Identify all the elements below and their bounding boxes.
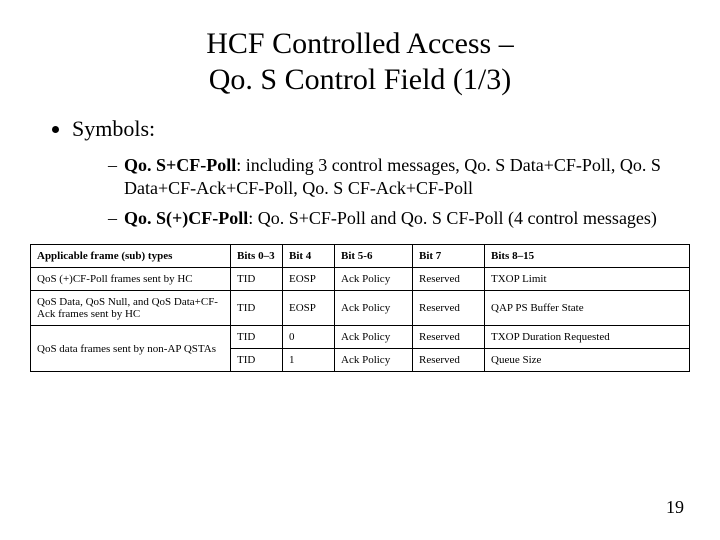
top-list: Symbols: Qo. S+CF-Poll: including 3 cont… bbox=[48, 116, 672, 230]
symbols-sublist: Qo. S+CF-Poll: including 3 control messa… bbox=[72, 154, 672, 230]
th-1: Bits 0–3 bbox=[231, 245, 283, 268]
cell: TID bbox=[231, 291, 283, 326]
cell: QoS data frames sent by non-AP QSTAs bbox=[31, 326, 231, 372]
cell: Reserved bbox=[413, 291, 485, 326]
symbols-label: Symbols: bbox=[72, 116, 155, 141]
slide-title: HCF Controlled Access – Qo. S Control Fi… bbox=[0, 0, 720, 98]
slide: HCF Controlled Access – Qo. S Control Fi… bbox=[0, 0, 720, 540]
cell: 0 bbox=[283, 326, 335, 349]
cell: Ack Policy bbox=[335, 291, 413, 326]
cell: EOSP bbox=[283, 268, 335, 291]
th-0: Applicable frame (sub) types bbox=[31, 245, 231, 268]
symbol-rest-2: : Qo. S+CF-Poll and Qo. S CF-Poll (4 con… bbox=[248, 208, 657, 228]
cell: Reserved bbox=[413, 326, 485, 349]
cell: Ack Policy bbox=[335, 326, 413, 349]
table-header-row: Applicable frame (sub) types Bits 0–3 Bi… bbox=[31, 245, 690, 268]
table-container: Applicable frame (sub) types Bits 0–3 Bi… bbox=[30, 244, 690, 372]
symbol-term-1: Qo. S+CF-Poll bbox=[124, 155, 236, 175]
table-row: QoS data frames sent by non-AP QSTAs TID… bbox=[31, 326, 690, 349]
th-2: Bit 4 bbox=[283, 245, 335, 268]
cell: QAP PS Buffer State bbox=[485, 291, 690, 326]
cell: TID bbox=[231, 349, 283, 372]
th-3: Bit 5-6 bbox=[335, 245, 413, 268]
table-row: QoS Data, QoS Null, and QoS Data+CF-Ack … bbox=[31, 291, 690, 326]
cell: TID bbox=[231, 326, 283, 349]
table-body: QoS (+)CF-Poll frames sent by HC TID EOS… bbox=[31, 268, 690, 372]
symbol-def-2: Qo. S(+)CF-Poll: Qo. S+CF-Poll and Qo. S… bbox=[108, 207, 672, 230]
cell: TID bbox=[231, 268, 283, 291]
th-5: Bits 8–15 bbox=[485, 245, 690, 268]
cell: Reserved bbox=[413, 349, 485, 372]
title-line-2: Qo. S Control Field (1/3) bbox=[209, 63, 512, 96]
cell: Queue Size bbox=[485, 349, 690, 372]
th-4: Bit 7 bbox=[413, 245, 485, 268]
cell: Ack Policy bbox=[335, 268, 413, 291]
cell: Reserved bbox=[413, 268, 485, 291]
cell: Ack Policy bbox=[335, 349, 413, 372]
table-head: Applicable frame (sub) types Bits 0–3 Bi… bbox=[31, 245, 690, 268]
page-number: 19 bbox=[666, 497, 684, 518]
table-row: QoS (+)CF-Poll frames sent by HC TID EOS… bbox=[31, 268, 690, 291]
title-line-1: HCF Controlled Access – bbox=[206, 27, 514, 60]
cell: TXOP Limit bbox=[485, 268, 690, 291]
symbol-def-1: Qo. S+CF-Poll: including 3 control messa… bbox=[108, 154, 672, 201]
symbol-term-2: Qo. S(+)CF-Poll bbox=[124, 208, 248, 228]
cell: QoS (+)CF-Poll frames sent by HC bbox=[31, 268, 231, 291]
cell: EOSP bbox=[283, 291, 335, 326]
cell: TXOP Duration Requested bbox=[485, 326, 690, 349]
symbols-item: Symbols: Qo. S+CF-Poll: including 3 cont… bbox=[72, 116, 672, 230]
cell: QoS Data, QoS Null, and QoS Data+CF-Ack … bbox=[31, 291, 231, 326]
slide-body: Symbols: Qo. S+CF-Poll: including 3 cont… bbox=[0, 98, 720, 230]
cell: 1 bbox=[283, 349, 335, 372]
qos-control-field-table: Applicable frame (sub) types Bits 0–3 Bi… bbox=[30, 244, 690, 372]
